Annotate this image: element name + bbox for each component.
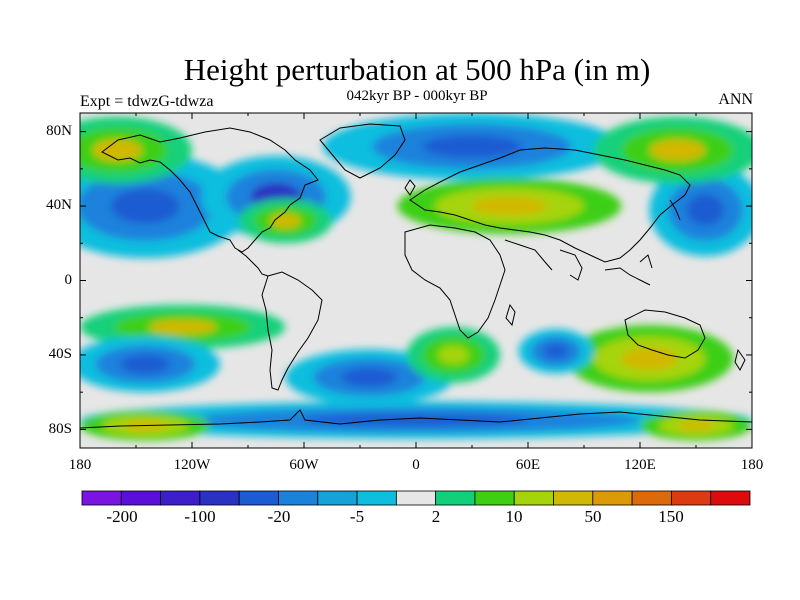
colorbar bbox=[81, 490, 751, 506]
colorbar-swatch bbox=[199, 490, 240, 506]
colorbar-swatch bbox=[435, 490, 476, 506]
field-contour bbox=[269, 213, 301, 229]
field-contour bbox=[543, 343, 569, 359]
axis-ticks bbox=[79, 113, 753, 448]
colorbar-label: 10 bbox=[505, 507, 523, 526]
field-contour bbox=[649, 139, 706, 162]
map-subtitle: 042kyr BP - 000kyr BP bbox=[346, 88, 488, 104]
colorbar-label: 150 bbox=[658, 507, 684, 526]
lon-label-180e: 180 bbox=[740, 457, 764, 473]
lat-label-80n: 80N bbox=[46, 123, 72, 139]
lat-label-0: 0 bbox=[64, 272, 73, 288]
colorbar-swatch bbox=[553, 490, 594, 506]
field-contour bbox=[92, 139, 143, 162]
colorbar-label: 2 bbox=[431, 507, 441, 526]
field-contour bbox=[111, 188, 180, 224]
field-contour bbox=[304, 413, 528, 427]
colorbar-swatch bbox=[474, 490, 515, 506]
colorbar-swatch bbox=[710, 490, 751, 506]
lon-label-120e: 120E bbox=[624, 457, 656, 473]
lon-label-180w: 180 bbox=[68, 457, 92, 473]
field-contour bbox=[341, 367, 398, 387]
colorbar-swatch bbox=[160, 490, 201, 506]
lon-label-60w: 60W bbox=[289, 457, 319, 473]
height-field bbox=[80, 113, 752, 441]
field-contour bbox=[422, 135, 522, 158]
lat-label-40n: 40N bbox=[46, 197, 72, 213]
colorbar-label: -20 bbox=[267, 507, 291, 526]
season-label: ANN bbox=[718, 91, 753, 108]
lat-label-40s: 40S bbox=[48, 346, 72, 362]
coastlines bbox=[80, 123, 752, 429]
colorbar-swatch bbox=[513, 490, 554, 506]
field-contour bbox=[437, 345, 469, 365]
field-contour bbox=[120, 354, 171, 374]
colorbar-swatch bbox=[395, 490, 437, 506]
field-contour bbox=[677, 420, 715, 431]
colorbar-label: -100 bbox=[184, 507, 216, 526]
experiment-label: Expt = tdwzG-tdwza bbox=[80, 93, 214, 110]
colorbar-label: -200 bbox=[106, 507, 138, 526]
field-contour bbox=[621, 347, 678, 370]
lon-label-120w: 120W bbox=[173, 457, 211, 473]
colorbar-swatch bbox=[592, 490, 633, 506]
colorbar-swatch bbox=[81, 490, 122, 506]
colorbar-swatch bbox=[631, 490, 672, 506]
colorbar-swatch bbox=[671, 490, 712, 506]
map-title: Height perturbation at 500 hPa (in m) bbox=[183, 52, 651, 87]
colorbar-label: -5 bbox=[349, 507, 365, 526]
lon-label-60e: 60E bbox=[515, 457, 541, 473]
field-contour bbox=[148, 319, 217, 335]
colorbar-label: 50 bbox=[584, 507, 602, 526]
colorbar-swatch bbox=[317, 490, 358, 506]
field-contour bbox=[472, 196, 547, 216]
field-contour bbox=[686, 194, 724, 226]
colorbar-swatch bbox=[238, 490, 279, 506]
colorbar-swatch bbox=[120, 490, 161, 506]
lon-label-0: 0 bbox=[412, 457, 420, 473]
colorbar-swatch bbox=[356, 490, 397, 506]
colorbar-swatch bbox=[278, 490, 319, 506]
lat-label-80s: 80S bbox=[48, 421, 72, 437]
